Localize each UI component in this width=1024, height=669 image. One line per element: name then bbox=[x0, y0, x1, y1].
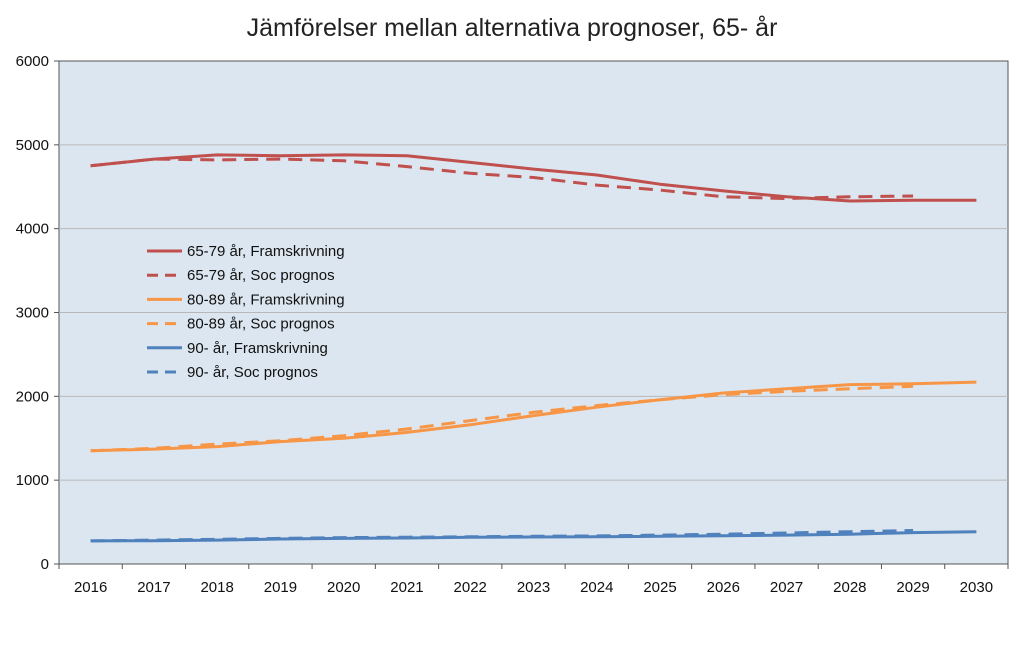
y-tick-label: 0 bbox=[41, 556, 49, 573]
y-tick-label: 2000 bbox=[16, 388, 49, 405]
x-tick-label: 2028 bbox=[833, 579, 866, 596]
series-line-3 bbox=[90, 380, 977, 453]
y-tick-label: 6000 bbox=[16, 53, 49, 70]
x-tick-label: 2020 bbox=[327, 579, 360, 596]
gridlines bbox=[59, 144, 1008, 481]
y-tick-label: 1000 bbox=[16, 472, 49, 489]
x-tick-label: 2022 bbox=[454, 579, 487, 596]
x-tick-label: 2021 bbox=[390, 579, 423, 596]
legend-label-6: 90- år, Soc prognos bbox=[187, 364, 318, 381]
x-tick-label: 2023 bbox=[517, 579, 550, 596]
legend-label-4: 80-89 år, Soc prognos bbox=[187, 316, 335, 333]
x-tick-label: 2030 bbox=[960, 579, 993, 596]
series-line-1 bbox=[90, 153, 977, 203]
series-line-2 bbox=[90, 157, 914, 200]
series-line-6 bbox=[90, 529, 914, 543]
x-axis-ticks: 2016 2017 2018 2019 2020 2021 2022 2023 2024 2025… bbox=[58, 564, 1009, 596]
x-tick-label: 2018 bbox=[200, 579, 233, 596]
x-tick-label: 2019 bbox=[264, 579, 297, 596]
chart-title: Jämförelser mellan alternativa prognoser… bbox=[247, 14, 778, 42]
x-tick-label: 2029 bbox=[896, 579, 929, 596]
x-tick-label: 2017 bbox=[137, 579, 170, 596]
y-tick-label: 4000 bbox=[16, 221, 49, 238]
legend: 65-79 år, Framskrivning 65-79 år, Soc pro… bbox=[147, 243, 345, 381]
y-tick-label: 5000 bbox=[16, 137, 49, 154]
x-tick-label: 2027 bbox=[770, 579, 803, 596]
series-lines bbox=[90, 153, 977, 543]
legend-label-1: 65-79 år, Framskrivning bbox=[187, 243, 345, 260]
x-tick-label: 2025 bbox=[643, 579, 676, 596]
x-tick-label: 2024 bbox=[580, 579, 613, 596]
x-tick-label: 2026 bbox=[707, 579, 740, 596]
y-tick-label: 3000 bbox=[16, 305, 49, 322]
legend-label-2: 65-79 år, Soc prognos bbox=[187, 267, 335, 284]
legend-label-3: 80-89 år, Framskrivning bbox=[187, 291, 345, 308]
x-tick-label: 2016 bbox=[74, 579, 107, 596]
legend-label-5: 90- år, Framskrivning bbox=[187, 340, 328, 357]
y-axis-ticks: 0 1000 2000 3000 4000 5000 6000 bbox=[16, 53, 59, 573]
series-line-4 bbox=[90, 384, 914, 453]
